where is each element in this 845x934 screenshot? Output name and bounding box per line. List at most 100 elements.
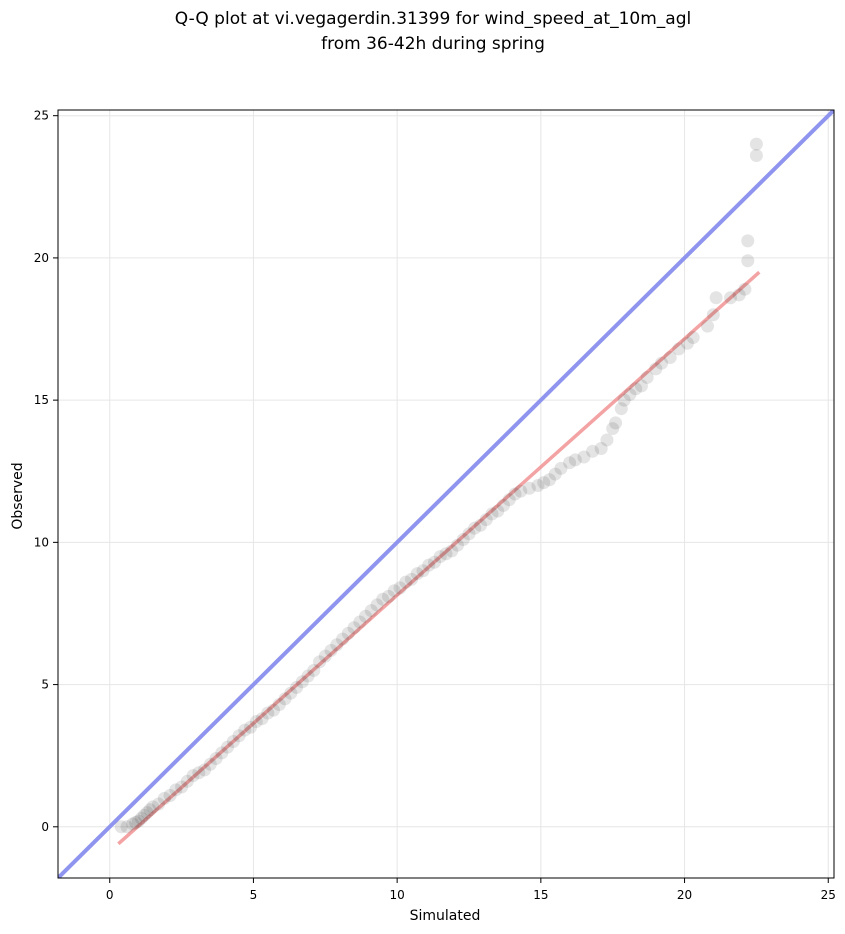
data-point	[221, 740, 235, 754]
data-point	[387, 584, 401, 598]
data-point	[226, 734, 240, 748]
x-tick-label: 25	[821, 888, 836, 902]
data-point	[186, 769, 200, 783]
y-tick-label: 25	[34, 109, 49, 123]
data-point	[114, 820, 128, 834]
x-tick-label: 15	[533, 888, 548, 902]
data-point	[706, 308, 720, 322]
data-point	[655, 356, 669, 370]
data-point	[301, 669, 315, 683]
data-point	[278, 692, 292, 706]
data-point	[393, 581, 407, 595]
data-point	[180, 774, 194, 788]
y-axis-label: Observed	[10, 462, 26, 529]
quantile-points	[114, 137, 763, 834]
data-point	[399, 575, 413, 589]
data-point	[261, 706, 275, 720]
data-point	[502, 493, 516, 507]
data-point	[382, 589, 396, 603]
data-point	[347, 621, 361, 635]
y-tick-label: 0	[41, 820, 49, 834]
data-point	[709, 291, 723, 305]
data-point	[680, 336, 694, 350]
data-point	[531, 478, 545, 492]
data-point	[496, 498, 510, 512]
data-point	[741, 234, 755, 248]
data-point	[157, 791, 171, 805]
data-point	[606, 422, 620, 436]
data-point	[126, 817, 140, 831]
data-point	[462, 527, 476, 541]
identity-line	[58, 110, 834, 878]
data-point	[272, 697, 286, 711]
x-axis-ticks: 0 5 10 15 20 25	[106, 878, 836, 902]
data-point	[313, 655, 327, 669]
data-point	[433, 550, 447, 564]
data-point	[701, 319, 715, 333]
data-point	[738, 282, 752, 296]
data-point	[143, 803, 157, 817]
data-point	[640, 370, 654, 384]
data-point	[169, 783, 183, 797]
data-point	[741, 254, 755, 268]
data-point	[359, 609, 373, 623]
x-tick-label: 0	[106, 888, 114, 902]
data-point	[422, 558, 436, 572]
data-point	[129, 816, 143, 830]
grid	[58, 110, 834, 878]
data-point	[410, 567, 424, 581]
data-point	[629, 382, 643, 396]
data-point	[479, 513, 493, 527]
data-point	[134, 811, 148, 825]
data-point	[175, 780, 189, 794]
data-point	[724, 291, 738, 305]
y-tick-label: 10	[34, 535, 49, 549]
data-point	[120, 820, 134, 834]
data-point	[405, 572, 419, 586]
data-point	[468, 521, 482, 535]
data-point	[295, 675, 309, 689]
data-point	[450, 538, 464, 552]
data-point	[137, 808, 151, 822]
fit-line	[117, 270, 761, 846]
reference-lines	[58, 110, 834, 878]
data-point	[456, 533, 470, 547]
data-point	[249, 715, 263, 729]
y-tick-label: 15	[34, 393, 49, 407]
chart-title-line-2: from 36-42h during spring	[321, 34, 545, 54]
data-point	[215, 746, 229, 760]
data-point	[232, 729, 246, 743]
data-point	[146, 800, 160, 814]
data-point	[324, 643, 338, 657]
data-point	[514, 484, 528, 498]
data-point	[686, 331, 700, 345]
data-point	[209, 752, 223, 766]
data-point	[577, 450, 591, 464]
data-point	[634, 379, 648, 393]
data-point	[732, 288, 746, 302]
data-point	[609, 416, 623, 430]
y-tick-label: 5	[41, 678, 49, 692]
x-tick-label: 5	[250, 888, 258, 902]
data-point	[290, 680, 304, 694]
data-point	[192, 766, 206, 780]
data-point	[663, 350, 677, 364]
data-point	[428, 555, 442, 569]
y-axis-ticks: 0 5 10 15 20 25	[34, 109, 58, 834]
data-point	[586, 444, 600, 458]
data-point	[163, 789, 177, 803]
data-point	[152, 797, 166, 811]
data-point	[554, 461, 568, 475]
data-point	[548, 467, 562, 481]
data-point	[473, 518, 487, 532]
data-point	[284, 686, 298, 700]
data-point	[568, 453, 582, 467]
data-point	[491, 504, 505, 518]
data-point	[370, 598, 384, 612]
data-point	[353, 615, 367, 629]
data-point	[649, 362, 663, 376]
data-point	[594, 441, 608, 455]
data-point	[749, 149, 763, 163]
plot-frame	[57, 109, 835, 879]
